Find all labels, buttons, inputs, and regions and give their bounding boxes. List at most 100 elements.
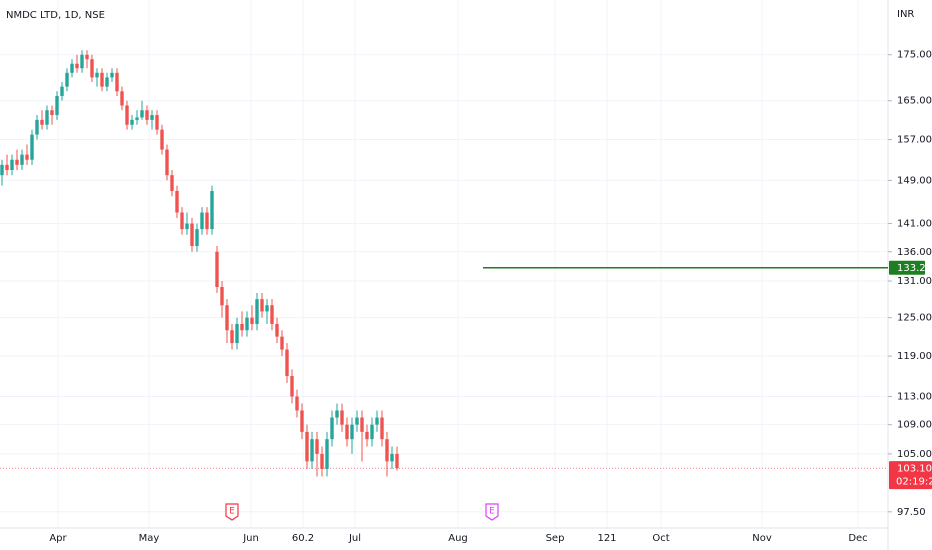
x-tick-label: Aug bbox=[448, 533, 468, 544]
x-tick-label: 121 bbox=[597, 533, 616, 544]
candle-body bbox=[250, 317, 254, 324]
candle-body bbox=[150, 115, 154, 120]
candle-body bbox=[195, 229, 199, 247]
candle-body bbox=[190, 223, 194, 247]
candle-body bbox=[50, 110, 54, 116]
x-tick-label: Jun bbox=[242, 533, 259, 544]
y-tick-label: 97.50 bbox=[897, 507, 926, 518]
y-tick-label: 149.00 bbox=[897, 175, 932, 186]
candle-body bbox=[380, 417, 384, 440]
candle-body bbox=[350, 424, 354, 440]
candle-body bbox=[320, 453, 324, 469]
last-price-label: 103.10 bbox=[897, 464, 932, 475]
candle-body bbox=[290, 376, 294, 397]
candle-body bbox=[5, 164, 9, 171]
candle-body bbox=[285, 349, 289, 377]
candle-body bbox=[305, 431, 309, 462]
candle-body bbox=[65, 72, 69, 87]
candle-body bbox=[200, 212, 204, 230]
candle-body bbox=[210, 190, 214, 230]
candle-body bbox=[75, 63, 79, 69]
candle-body bbox=[80, 54, 84, 69]
candle-body bbox=[125, 105, 129, 125]
last-price-label-bg bbox=[889, 461, 932, 490]
candle-body bbox=[260, 299, 264, 312]
candle-body bbox=[175, 190, 179, 213]
candle-body bbox=[45, 110, 49, 125]
candle-body bbox=[70, 63, 74, 73]
candle-body bbox=[115, 72, 119, 92]
candle-body bbox=[15, 159, 19, 165]
candle-body bbox=[160, 129, 164, 150]
candle-body bbox=[235, 323, 239, 344]
candle-body bbox=[165, 149, 169, 176]
candle-body bbox=[360, 417, 364, 432]
candle-body bbox=[275, 323, 279, 337]
currency-label: INR bbox=[897, 9, 914, 20]
candle-body bbox=[120, 91, 124, 106]
candle-body bbox=[110, 72, 114, 78]
candle-body bbox=[95, 72, 99, 78]
candle-body bbox=[245, 317, 249, 331]
candle-body bbox=[385, 439, 389, 462]
candle-body bbox=[395, 453, 399, 469]
chart-title: NMDC LTD, 1D, NSE bbox=[6, 10, 105, 21]
candle-body bbox=[355, 417, 359, 425]
candle-body bbox=[225, 305, 229, 331]
candle-body bbox=[130, 119, 134, 125]
event-marker bbox=[225, 503, 239, 521]
x-tick-label: Oct bbox=[652, 533, 669, 544]
y-tick-label: 136.00 bbox=[897, 247, 932, 258]
candle-body bbox=[330, 417, 334, 440]
y-tick-label: 125.00 bbox=[897, 313, 932, 324]
x-tick-label: 60.2 bbox=[292, 533, 314, 544]
candle-body bbox=[370, 424, 374, 440]
candle-body bbox=[20, 154, 24, 165]
candle-body bbox=[55, 95, 59, 116]
y-tick-label: 141.00 bbox=[897, 219, 932, 230]
candle-body bbox=[230, 330, 234, 344]
y-tick-label: 157.00 bbox=[897, 135, 932, 146]
candle-body bbox=[295, 396, 299, 411]
y-tick-label: 105.00 bbox=[897, 449, 932, 460]
candle-body bbox=[390, 453, 394, 462]
x-tick-label: Nov bbox=[752, 533, 772, 544]
candle-body bbox=[10, 159, 14, 171]
y-tick-label: 109.00 bbox=[897, 420, 932, 431]
x-tick-label: Dec bbox=[848, 533, 867, 544]
candle-body bbox=[90, 59, 94, 78]
candle-body bbox=[325, 439, 329, 469]
candle-body bbox=[240, 323, 244, 331]
candle-body bbox=[265, 305, 269, 312]
candle-body bbox=[215, 251, 219, 288]
countdown-label: 02:19:26 bbox=[896, 477, 932, 488]
x-tick-label: Apr bbox=[49, 533, 67, 544]
candle-body bbox=[105, 77, 109, 87]
candle-body bbox=[365, 431, 369, 440]
candle-body bbox=[145, 110, 149, 120]
candle-body bbox=[180, 212, 184, 230]
candle-body bbox=[135, 117, 139, 120]
event-marker bbox=[485, 503, 499, 521]
x-tick-label: May bbox=[139, 533, 160, 544]
candle-body bbox=[255, 299, 259, 324]
y-tick-label: 165.00 bbox=[897, 96, 932, 107]
candle-body bbox=[100, 72, 104, 87]
candle-body bbox=[60, 86, 64, 96]
event-label: E bbox=[489, 507, 495, 517]
candle-body bbox=[315, 439, 319, 454]
x-tick-label: Jul bbox=[348, 533, 361, 544]
horizontal-line-label-bg bbox=[889, 260, 925, 275]
y-tick-label: 113.00 bbox=[897, 392, 932, 403]
candle-body bbox=[205, 212, 209, 230]
candle-body bbox=[140, 110, 144, 118]
candle-body bbox=[155, 115, 159, 130]
candle-body bbox=[35, 119, 39, 135]
candle-body bbox=[40, 119, 44, 125]
y-tick-label: 131.00 bbox=[897, 276, 932, 287]
candle-body bbox=[220, 287, 224, 306]
candle-body bbox=[30, 134, 34, 160]
candle-body bbox=[280, 336, 284, 350]
